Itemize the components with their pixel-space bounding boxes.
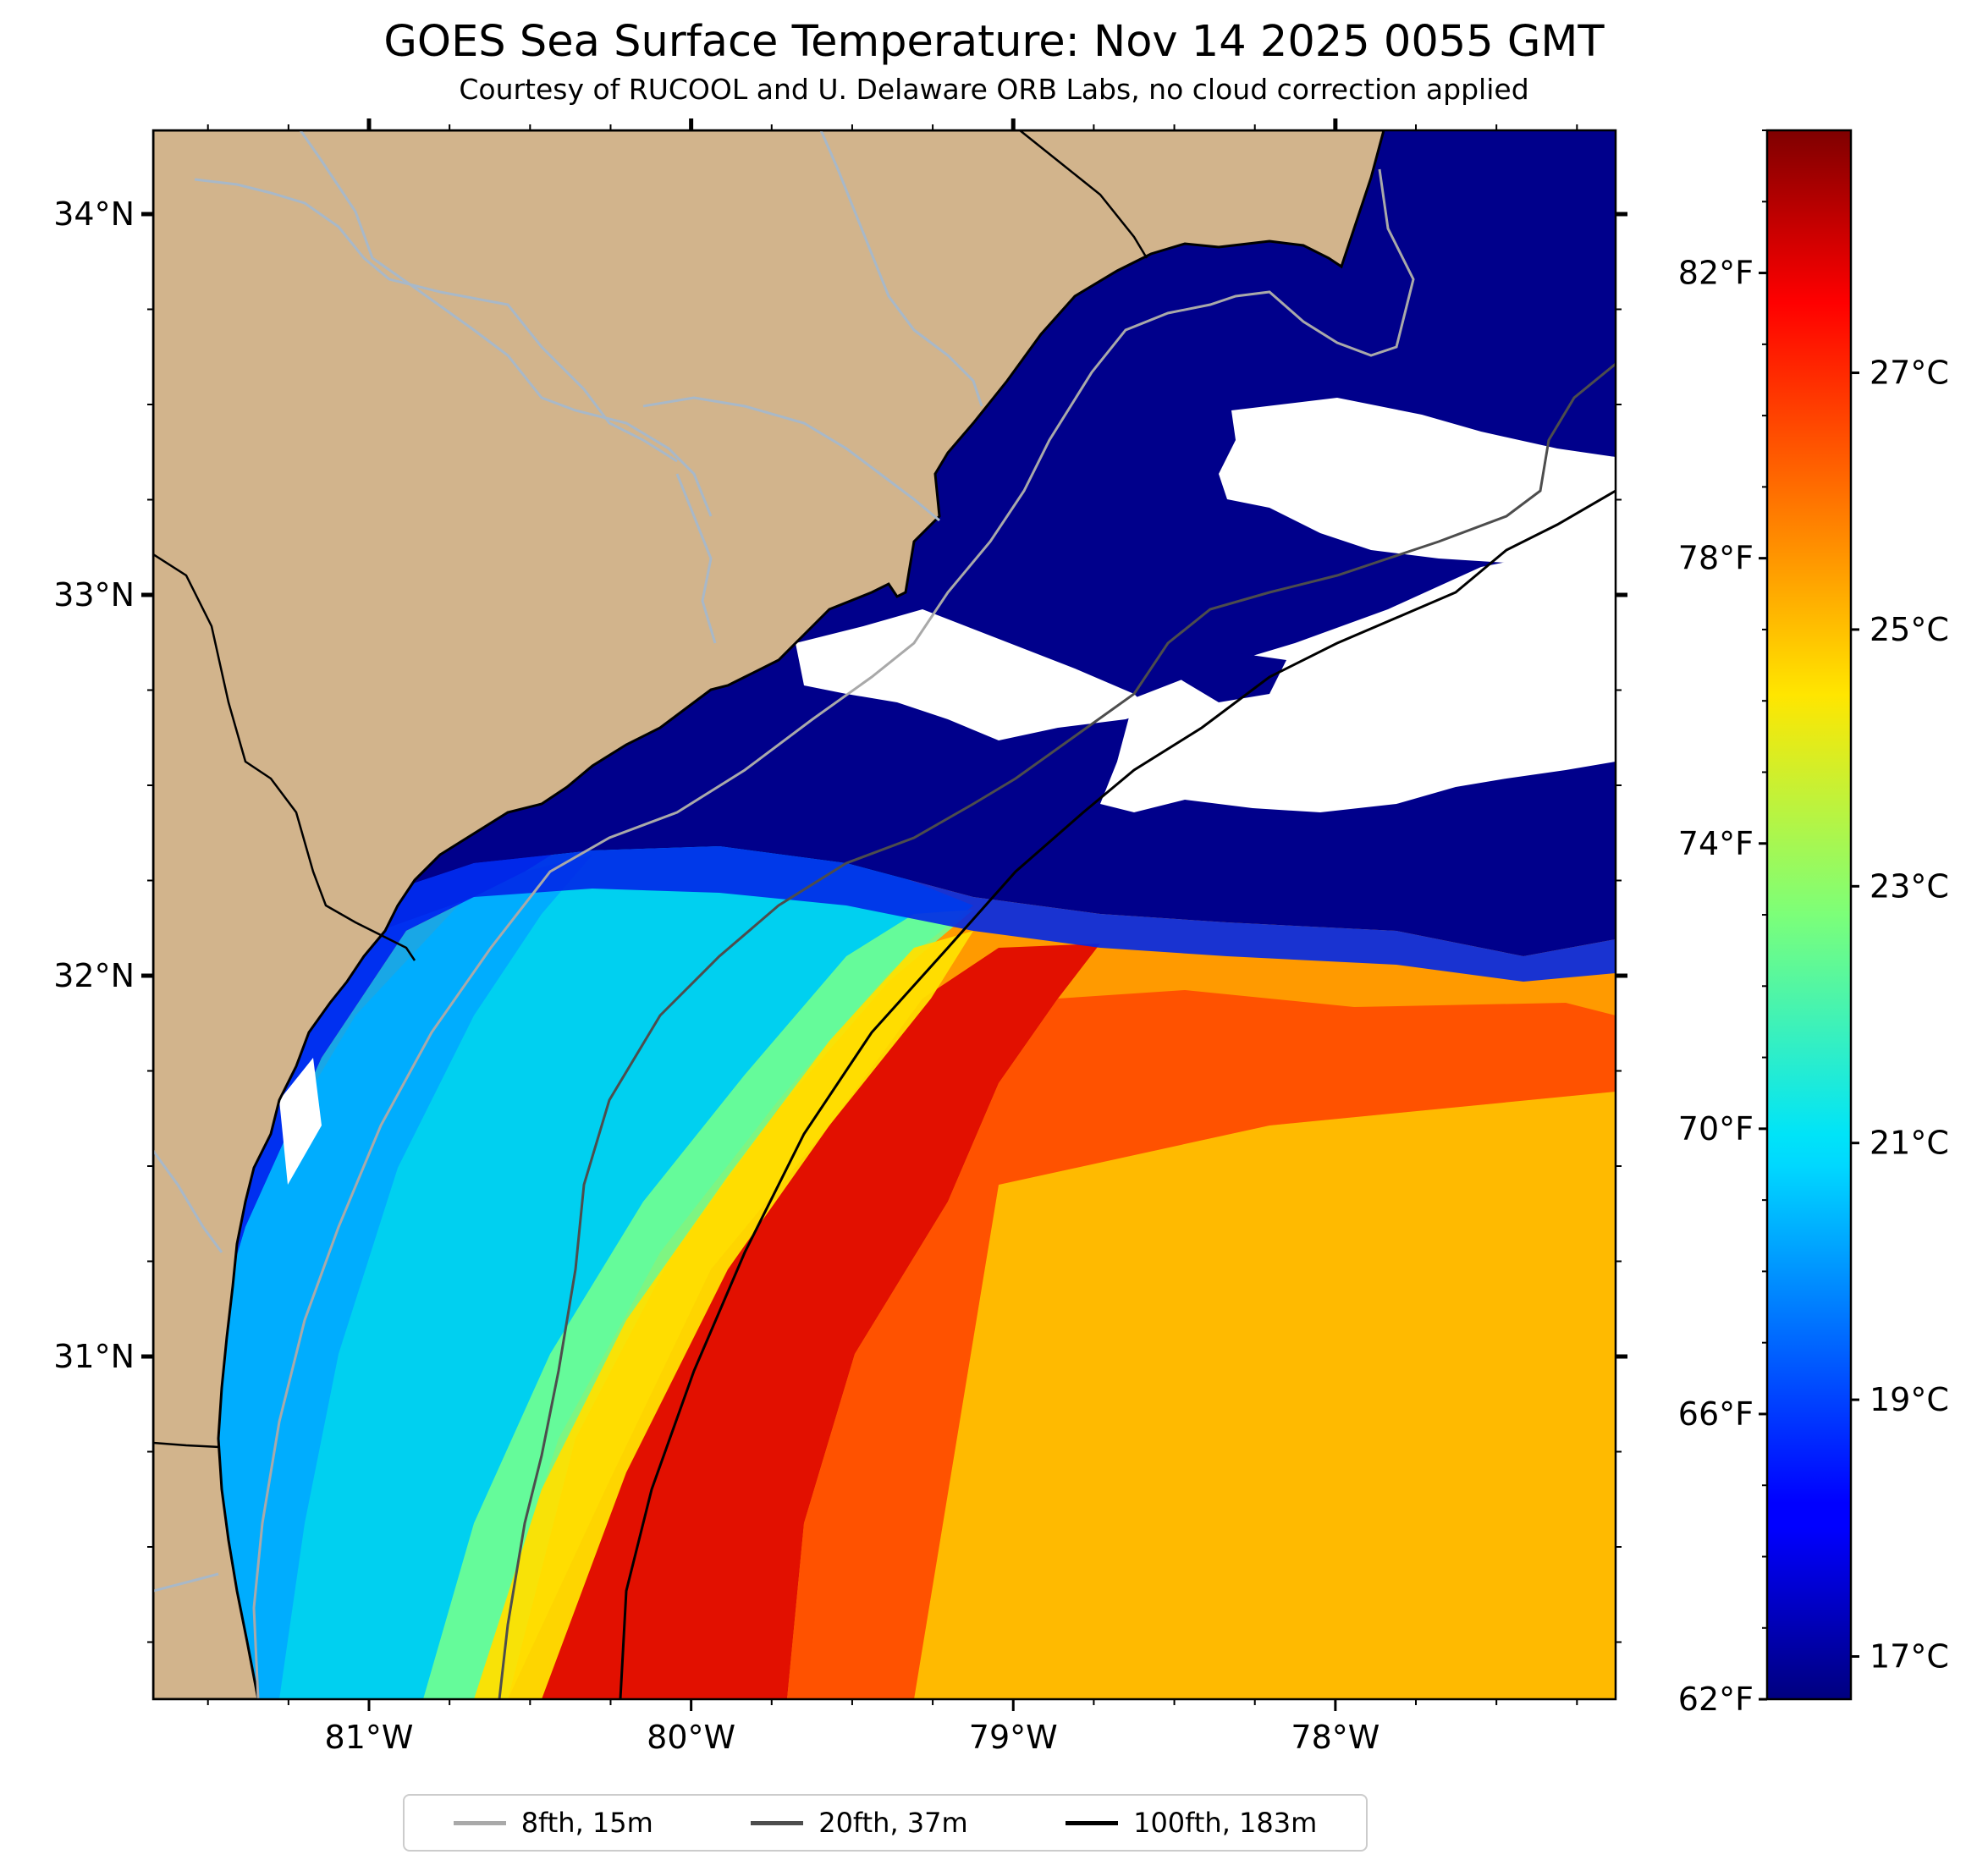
legend-swatch-20fth — [751, 1820, 804, 1825]
lon-tick-label: 81°W — [325, 1719, 414, 1756]
outer-warm-zone — [914, 1092, 1616, 1699]
cloud-patch-north — [1219, 398, 1616, 567]
legend-item-20fth: 20fth, 37m — [751, 1807, 968, 1839]
colorbar-ticks: 62°F 66°F 70°F 74°F 78°F 82°F 17°C 19°C 21°C 23°C… — [1678, 129, 1949, 1718]
fahrenheit-tick-label: 70°F — [1678, 1110, 1754, 1147]
celsius-tick-label: 21°C — [1870, 1125, 1949, 1162]
legend-label-8fth: 8fth, 15m — [520, 1807, 653, 1839]
map-frame — [151, 129, 1617, 1701]
isobath-8fth — [252, 168, 1415, 1699]
gulf-stream-edge — [787, 990, 1616, 1699]
fahrenheit-tick-label: 82°F — [1678, 255, 1754, 292]
page-subtitle: Courtesy of RUCOOL and U. Delaware ORB L… — [459, 73, 1529, 106]
rivers — [153, 130, 983, 1593]
fahrenheit-tick-label: 62°F — [1678, 1681, 1754, 1718]
lat-tick-label: 32°N — [53, 957, 135, 994]
legend-label-100fth: 100fth, 183m — [1133, 1807, 1318, 1839]
map-ticks: 81°W 80°W 79°W 78°W 34°N 33°N 32°N 31°N — [53, 118, 1627, 1756]
lat-tick-label: 33°N — [53, 576, 135, 614]
isobath-legend: 8fth, 15m 20fth, 37m 100fth, 183m — [403, 1794, 1368, 1852]
cloud-band-central — [796, 609, 1151, 740]
lat-tick-label: 34°N — [53, 195, 135, 233]
fahrenheit-tick-label: 66°F — [1678, 1395, 1754, 1433]
cloud-fleck-coast — [279, 1058, 322, 1185]
colorbar-gradient — [1765, 129, 1853, 1701]
legend-swatch-100fth — [1066, 1820, 1119, 1825]
legend-label-20fth: 20fth, 37m — [818, 1807, 968, 1839]
fahrenheit-tick-label: 74°F — [1678, 825, 1754, 862]
land-mass — [153, 130, 1385, 1699]
isobath-20fth — [498, 362, 1616, 1699]
lon-tick-label: 80°W — [647, 1719, 735, 1756]
lon-tick-label: 78°W — [1291, 1719, 1379, 1756]
celsius-tick-label: 23°C — [1870, 867, 1949, 905]
state-boundaries — [153, 130, 1148, 1449]
legend-item-8fth: 8fth, 15m — [453, 1807, 653, 1839]
lon-tick-label: 79°W — [969, 1719, 1058, 1756]
celsius-tick-label: 27°C — [1870, 355, 1949, 392]
celsius-tick-label: 17°C — [1870, 1637, 1949, 1675]
lat-tick-label: 31°N — [53, 1338, 135, 1375]
legend-swatch-8fth — [453, 1820, 506, 1825]
cold-water-transition — [254, 846, 1616, 1032]
celsius-tick-label: 19°C — [1870, 1381, 1949, 1418]
legend-item-100fth: 100fth, 183m — [1066, 1807, 1317, 1839]
celsius-tick-label: 25°C — [1870, 611, 1949, 648]
nearshore-cyan — [195, 855, 592, 1699]
cloud-band-east — [1100, 542, 1616, 812]
gulf-stream-core — [508, 944, 1100, 1699]
fahrenheit-tick-label: 78°F — [1678, 540, 1754, 577]
shelf-green-band — [423, 910, 973, 1699]
shelf-yellow-band — [474, 931, 973, 1699]
page-title: GOES Sea Surface Temperature: Nov 14 202… — [383, 17, 1605, 67]
cloud-patch-inner — [1176, 652, 1286, 702]
isobath-100fth — [619, 489, 1616, 1699]
